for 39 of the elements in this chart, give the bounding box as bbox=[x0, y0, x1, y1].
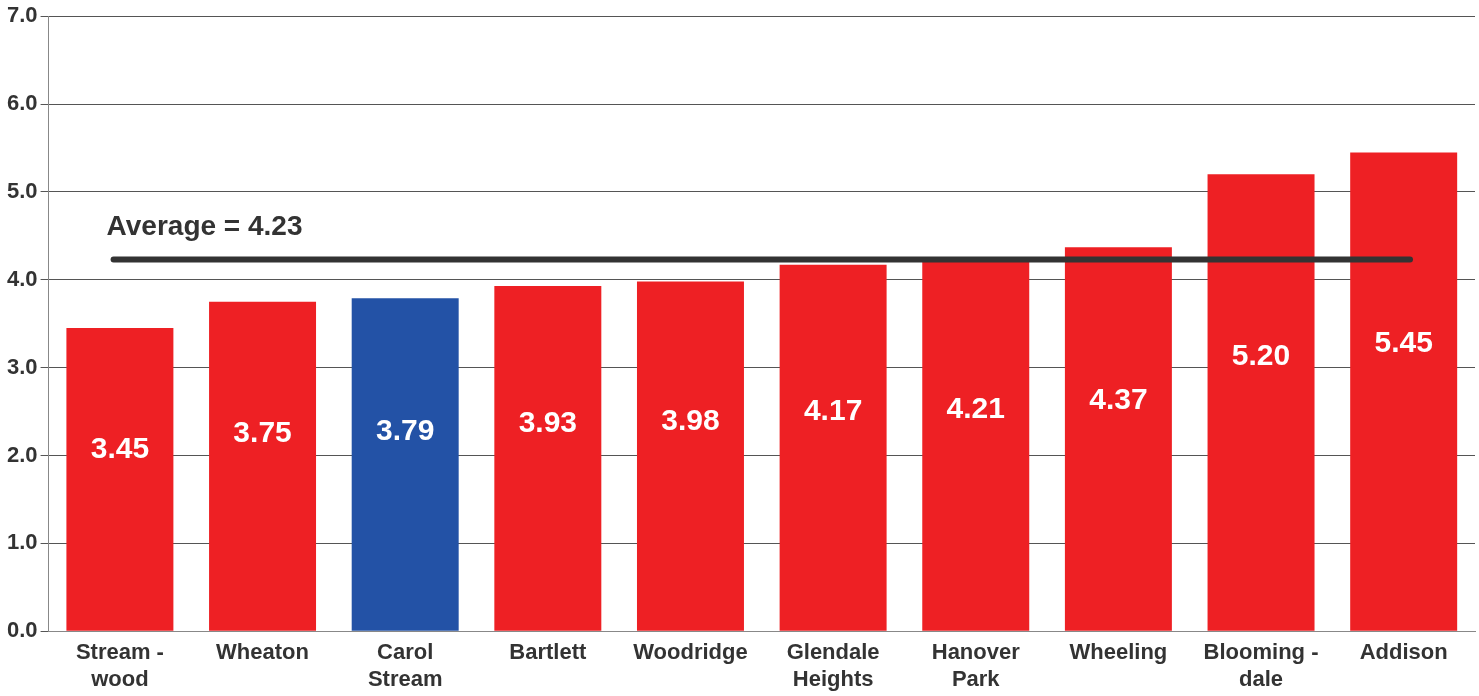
data-label: 3.93 bbox=[518, 405, 578, 439]
y-tick-label: 7.0 bbox=[6, 2, 38, 28]
data-label: 3.45 bbox=[90, 430, 150, 464]
bar bbox=[351, 298, 459, 631]
y-tick-label: 1.0 bbox=[6, 529, 38, 555]
bar bbox=[1207, 174, 1315, 631]
y-tick-label: 2.0 bbox=[6, 441, 38, 467]
bar bbox=[779, 264, 887, 631]
y-tick-label: 4.0 bbox=[6, 265, 38, 291]
data-label: 4.21 bbox=[946, 390, 1005, 424]
data-label: 3.98 bbox=[661, 402, 720, 436]
y-tick-label: 3.0 bbox=[6, 353, 38, 379]
x-tick-label: Addison bbox=[1359, 639, 1448, 665]
y-tick-label: 0.0 bbox=[6, 617, 38, 643]
bar bbox=[1350, 152, 1458, 631]
bar bbox=[66, 328, 174, 631]
x-tick-label: Wheaton bbox=[216, 639, 309, 665]
bar bbox=[209, 301, 317, 631]
bar bbox=[636, 281, 744, 631]
x-tick-label: Bartlett bbox=[509, 639, 588, 665]
x-tick-label: Wheeling bbox=[1069, 639, 1168, 665]
x-tick-label: Blooming - dale bbox=[1203, 639, 1319, 691]
data-label: 4.37 bbox=[1089, 382, 1148, 416]
x-tick-label: Woodridge bbox=[633, 639, 748, 665]
x-tick-label: Hanover Park bbox=[931, 639, 1021, 691]
bar bbox=[494, 285, 602, 631]
bar bbox=[922, 261, 1030, 631]
bar bbox=[1064, 247, 1172, 631]
x-tick-label: Glendale Heights bbox=[786, 639, 880, 691]
ref-line-label: Average = 4.23 bbox=[106, 210, 303, 242]
y-tick-label: 5.0 bbox=[6, 177, 38, 203]
x-tick-label: Stream - wood bbox=[75, 639, 164, 691]
data-label: 5.20 bbox=[1231, 338, 1291, 372]
x-tick-label: Carol Stream bbox=[367, 639, 443, 691]
data-label: 5.45 bbox=[1374, 325, 1433, 359]
y-tick-label: 6.0 bbox=[6, 90, 38, 116]
data-label: 3.79 bbox=[375, 412, 435, 446]
data-label: 3.75 bbox=[233, 414, 292, 448]
data-label: 4.17 bbox=[803, 392, 863, 426]
